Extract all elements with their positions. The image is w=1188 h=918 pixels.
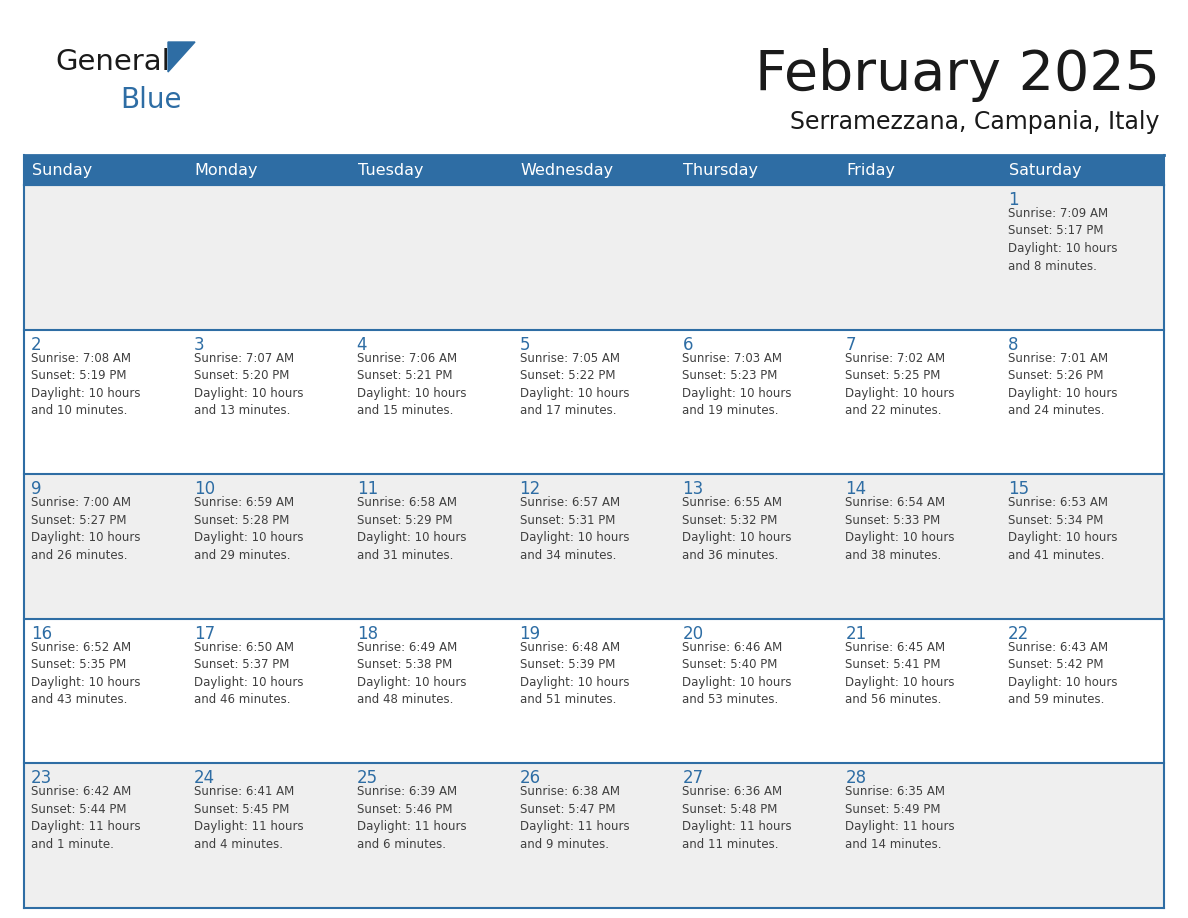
Text: Sunrise: 6:35 AM
Sunset: 5:49 PM
Daylight: 11 hours
and 14 minutes.: Sunrise: 6:35 AM Sunset: 5:49 PM Dayligh…	[846, 786, 955, 851]
Text: 24: 24	[194, 769, 215, 788]
Text: 26: 26	[519, 769, 541, 788]
Text: 2: 2	[31, 336, 42, 353]
Text: Sunrise: 6:48 AM
Sunset: 5:39 PM
Daylight: 10 hours
and 51 minutes.: Sunrise: 6:48 AM Sunset: 5:39 PM Dayligh…	[519, 641, 630, 706]
Text: 1: 1	[1009, 191, 1019, 209]
Text: 13: 13	[682, 480, 703, 498]
Text: Sunrise: 6:43 AM
Sunset: 5:42 PM
Daylight: 10 hours
and 59 minutes.: Sunrise: 6:43 AM Sunset: 5:42 PM Dayligh…	[1009, 641, 1118, 706]
Text: Sunrise: 7:05 AM
Sunset: 5:22 PM
Daylight: 10 hours
and 17 minutes.: Sunrise: 7:05 AM Sunset: 5:22 PM Dayligh…	[519, 352, 630, 417]
Polygon shape	[168, 42, 195, 72]
Text: Sunrise: 6:39 AM
Sunset: 5:46 PM
Daylight: 11 hours
and 6 minutes.: Sunrise: 6:39 AM Sunset: 5:46 PM Dayligh…	[356, 786, 467, 851]
Text: Sunrise: 7:06 AM
Sunset: 5:21 PM
Daylight: 10 hours
and 15 minutes.: Sunrise: 7:06 AM Sunset: 5:21 PM Dayligh…	[356, 352, 466, 417]
Bar	[24, 185, 1164, 330]
Text: 4: 4	[356, 336, 367, 353]
Bar	[24, 764, 1164, 908]
Text: Monday: Monday	[195, 162, 258, 177]
Text: Sunrise: 6:38 AM
Sunset: 5:47 PM
Daylight: 11 hours
and 9 minutes.: Sunrise: 6:38 AM Sunset: 5:47 PM Dayligh…	[519, 786, 630, 851]
Text: Serramezzana, Campania, Italy: Serramezzana, Campania, Italy	[790, 110, 1159, 134]
Bar	[24, 155, 1164, 185]
Text: 25: 25	[356, 769, 378, 788]
Text: 17: 17	[194, 625, 215, 643]
Text: Sunrise: 7:03 AM
Sunset: 5:23 PM
Daylight: 10 hours
and 19 minutes.: Sunrise: 7:03 AM Sunset: 5:23 PM Dayligh…	[682, 352, 792, 417]
Text: Tuesday: Tuesday	[358, 162, 423, 177]
Text: February 2025: February 2025	[756, 48, 1159, 102]
Text: 12: 12	[519, 480, 541, 498]
Text: Sunrise: 7:00 AM
Sunset: 5:27 PM
Daylight: 10 hours
and 26 minutes.: Sunrise: 7:00 AM Sunset: 5:27 PM Dayligh…	[31, 497, 140, 562]
Text: 21: 21	[846, 625, 866, 643]
Text: Sunrise: 6:49 AM
Sunset: 5:38 PM
Daylight: 10 hours
and 48 minutes.: Sunrise: 6:49 AM Sunset: 5:38 PM Dayligh…	[356, 641, 466, 706]
Text: 23: 23	[31, 769, 52, 788]
Text: Sunrise: 6:41 AM
Sunset: 5:45 PM
Daylight: 11 hours
and 4 minutes.: Sunrise: 6:41 AM Sunset: 5:45 PM Dayligh…	[194, 786, 303, 851]
Text: Sunrise: 7:01 AM
Sunset: 5:26 PM
Daylight: 10 hours
and 24 minutes.: Sunrise: 7:01 AM Sunset: 5:26 PM Dayligh…	[1009, 352, 1118, 417]
Text: 20: 20	[682, 625, 703, 643]
Text: Sunrise: 6:57 AM
Sunset: 5:31 PM
Daylight: 10 hours
and 34 minutes.: Sunrise: 6:57 AM Sunset: 5:31 PM Dayligh…	[519, 497, 630, 562]
Text: 11: 11	[356, 480, 378, 498]
Text: 9: 9	[31, 480, 42, 498]
Bar	[24, 330, 1164, 475]
Text: 7: 7	[846, 336, 855, 353]
Text: Friday: Friday	[846, 162, 896, 177]
Text: Sunrise: 7:02 AM
Sunset: 5:25 PM
Daylight: 10 hours
and 22 minutes.: Sunrise: 7:02 AM Sunset: 5:25 PM Dayligh…	[846, 352, 955, 417]
Text: Sunrise: 6:59 AM
Sunset: 5:28 PM
Daylight: 10 hours
and 29 minutes.: Sunrise: 6:59 AM Sunset: 5:28 PM Dayligh…	[194, 497, 303, 562]
Text: Sunrise: 6:55 AM
Sunset: 5:32 PM
Daylight: 10 hours
and 36 minutes.: Sunrise: 6:55 AM Sunset: 5:32 PM Dayligh…	[682, 497, 792, 562]
Text: Sunrise: 6:36 AM
Sunset: 5:48 PM
Daylight: 11 hours
and 11 minutes.: Sunrise: 6:36 AM Sunset: 5:48 PM Dayligh…	[682, 786, 792, 851]
Text: 18: 18	[356, 625, 378, 643]
Text: 28: 28	[846, 769, 866, 788]
Text: 16: 16	[31, 625, 52, 643]
Text: Thursday: Thursday	[683, 162, 758, 177]
Text: Sunrise: 6:54 AM
Sunset: 5:33 PM
Daylight: 10 hours
and 38 minutes.: Sunrise: 6:54 AM Sunset: 5:33 PM Dayligh…	[846, 497, 955, 562]
Text: 27: 27	[682, 769, 703, 788]
Text: 19: 19	[519, 625, 541, 643]
Text: Sunrise: 6:58 AM
Sunset: 5:29 PM
Daylight: 10 hours
and 31 minutes.: Sunrise: 6:58 AM Sunset: 5:29 PM Dayligh…	[356, 497, 466, 562]
Text: Sunrise: 6:53 AM
Sunset: 5:34 PM
Daylight: 10 hours
and 41 minutes.: Sunrise: 6:53 AM Sunset: 5:34 PM Dayligh…	[1009, 497, 1118, 562]
Text: 6: 6	[682, 336, 693, 353]
Text: 15: 15	[1009, 480, 1029, 498]
Text: Sunrise: 7:09 AM
Sunset: 5:17 PM
Daylight: 10 hours
and 8 minutes.: Sunrise: 7:09 AM Sunset: 5:17 PM Dayligh…	[1009, 207, 1118, 273]
Text: Sunrise: 7:07 AM
Sunset: 5:20 PM
Daylight: 10 hours
and 13 minutes.: Sunrise: 7:07 AM Sunset: 5:20 PM Dayligh…	[194, 352, 303, 417]
Text: General: General	[55, 48, 170, 76]
Text: Sunrise: 6:45 AM
Sunset: 5:41 PM
Daylight: 10 hours
and 56 minutes.: Sunrise: 6:45 AM Sunset: 5:41 PM Dayligh…	[846, 641, 955, 706]
Text: 3: 3	[194, 336, 204, 353]
Text: 10: 10	[194, 480, 215, 498]
Text: 14: 14	[846, 480, 866, 498]
Bar	[24, 619, 1164, 764]
Text: Sunrise: 6:42 AM
Sunset: 5:44 PM
Daylight: 11 hours
and 1 minute.: Sunrise: 6:42 AM Sunset: 5:44 PM Dayligh…	[31, 786, 140, 851]
Text: 8: 8	[1009, 336, 1018, 353]
Text: 22: 22	[1009, 625, 1029, 643]
Text: Sunday: Sunday	[32, 162, 93, 177]
Text: 5: 5	[519, 336, 530, 353]
Text: Sunrise: 7:08 AM
Sunset: 5:19 PM
Daylight: 10 hours
and 10 minutes.: Sunrise: 7:08 AM Sunset: 5:19 PM Dayligh…	[31, 352, 140, 417]
Text: Sunrise: 6:52 AM
Sunset: 5:35 PM
Daylight: 10 hours
and 43 minutes.: Sunrise: 6:52 AM Sunset: 5:35 PM Dayligh…	[31, 641, 140, 706]
Text: Sunrise: 6:50 AM
Sunset: 5:37 PM
Daylight: 10 hours
and 46 minutes.: Sunrise: 6:50 AM Sunset: 5:37 PM Dayligh…	[194, 641, 303, 706]
Text: Sunrise: 6:46 AM
Sunset: 5:40 PM
Daylight: 10 hours
and 53 minutes.: Sunrise: 6:46 AM Sunset: 5:40 PM Dayligh…	[682, 641, 792, 706]
Text: Wednesday: Wednesday	[520, 162, 614, 177]
Text: Saturday: Saturday	[1009, 162, 1082, 177]
Text: Blue: Blue	[120, 86, 182, 114]
Bar	[24, 475, 1164, 619]
